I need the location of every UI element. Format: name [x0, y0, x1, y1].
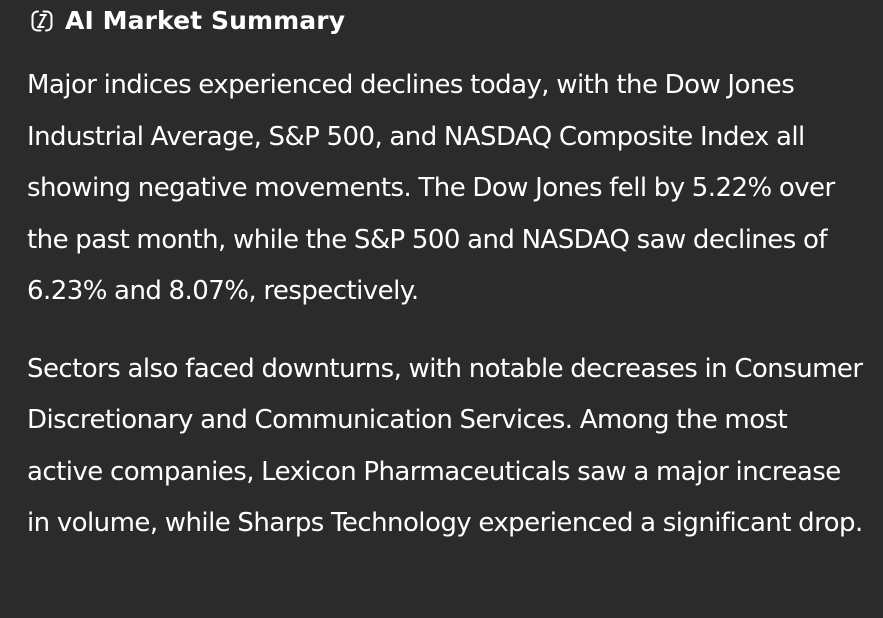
summary-title: AI Market Summary	[65, 6, 346, 35]
summary-body: Major indices experienced declines today…	[27, 60, 865, 550]
summary-paragraph-sectors: Sectors also faced downturns, with notab…	[27, 353, 863, 539]
summary-header: AI Market Summary	[27, 0, 865, 42]
summary-paragraph-indices: Major indices experienced declines today…	[27, 70, 835, 306]
ai-sparkle-icon	[27, 6, 57, 36]
